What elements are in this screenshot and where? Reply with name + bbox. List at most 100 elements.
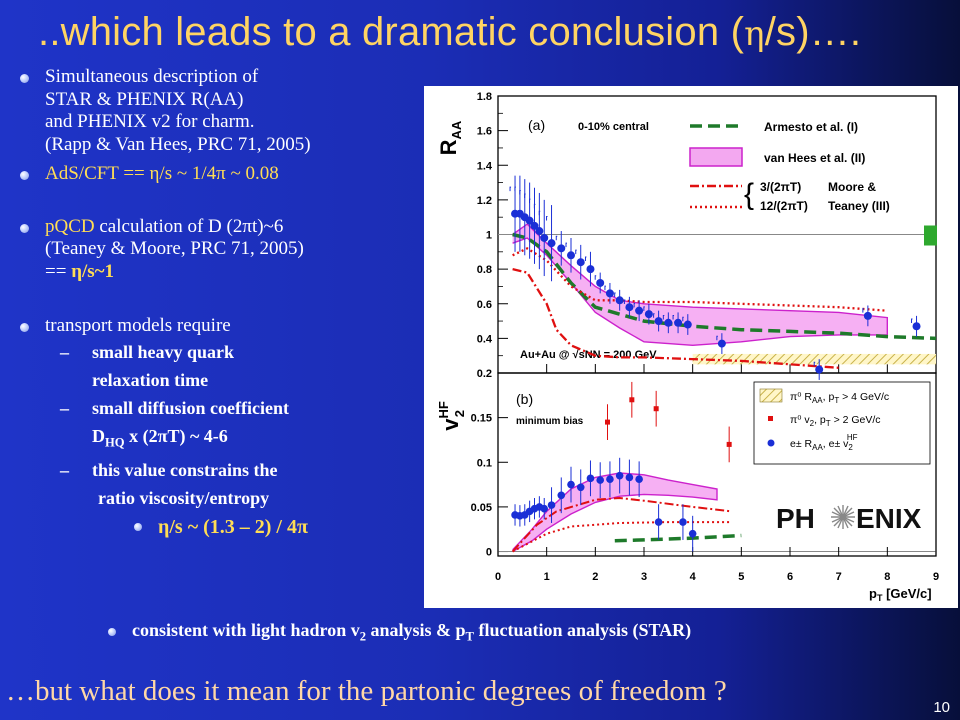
bullet-icon bbox=[20, 74, 29, 83]
legend-e-marker bbox=[767, 439, 775, 447]
raa-sys-bracket bbox=[653, 313, 655, 318]
raa-sys-bracket bbox=[614, 292, 616, 298]
y-tick-label-b: 0 bbox=[486, 547, 492, 559]
pi0-v2-data-point bbox=[726, 441, 732, 447]
raa-data-point bbox=[596, 278, 605, 287]
x-tick-label: 8 bbox=[884, 571, 890, 583]
v2-data-point bbox=[688, 529, 697, 538]
slide-title: ..which leads to a dramatic conclusion (… bbox=[38, 10, 862, 54]
raa-data-point bbox=[664, 318, 673, 327]
panel-b-label: (b) bbox=[516, 391, 533, 407]
panel-b-frame bbox=[497, 372, 937, 557]
phenix-figure: RAA vHF2 (a) 0-10% central Au+Au @ √sNN … bbox=[424, 86, 958, 608]
legend-e-text: e± RAA, e± v2HF bbox=[790, 433, 858, 452]
x-tick-label: 7 bbox=[836, 571, 842, 583]
y-tick-label-a: 1.2 bbox=[477, 195, 492, 207]
v2-data-point bbox=[567, 480, 575, 489]
raa-sys-bracket bbox=[529, 198, 531, 204]
logo-text-a: PH bbox=[776, 503, 815, 534]
bullet-icon bbox=[134, 523, 142, 532]
legend-pi0-raa-text: π⁰ RAA, pT > 4 GeV/c bbox=[790, 391, 889, 405]
y-tick-label-a: 0.8 bbox=[477, 264, 492, 276]
v2-data-point bbox=[586, 474, 595, 483]
raa-data-point bbox=[912, 322, 921, 331]
pi0-raa-band-marker bbox=[924, 225, 937, 246]
raa-sys-bracket bbox=[546, 215, 548, 221]
raa-data-point bbox=[535, 227, 544, 236]
raa-data-point bbox=[644, 310, 653, 319]
raa-data-point bbox=[525, 216, 534, 225]
bullet-icon bbox=[20, 171, 29, 180]
phenix-logo: PH ENIX bbox=[776, 503, 922, 534]
centrality-label: 0-10% central bbox=[578, 121, 649, 133]
vanhees-band-b bbox=[512, 472, 718, 553]
legend-pi0-v2-text: π⁰ v2, pT > 2 GeV/c bbox=[790, 414, 881, 428]
pi0-raa-hatched-band bbox=[692, 353, 936, 365]
raa-data-point bbox=[625, 303, 634, 312]
x-tick-label: 1 bbox=[544, 571, 550, 583]
raa-sys-bracket bbox=[524, 193, 526, 198]
y-tick-label-a: 1.6 bbox=[477, 126, 492, 138]
v2-data-point bbox=[606, 475, 614, 484]
raa-data-point bbox=[615, 296, 624, 305]
raa-data-point bbox=[576, 258, 585, 267]
raa-sys-bracket bbox=[633, 302, 636, 308]
v2-data-point bbox=[540, 504, 549, 513]
legend-moore-name-1: Moore & bbox=[828, 180, 876, 194]
panel-a-legend: Armesto et al. (I) van Hees et al. (II) … bbox=[689, 120, 890, 213]
raa-data-point bbox=[674, 318, 683, 327]
vanhees-band-a bbox=[512, 223, 888, 347]
bullet-icon bbox=[20, 323, 29, 332]
y-tick-label-b: 0.15 bbox=[471, 413, 492, 425]
raa-sys-bracket bbox=[672, 315, 675, 320]
panel-b-ylabel: vHF2 bbox=[436, 401, 467, 431]
sub-sub-item: η/s ~ (1.3 – 2) / 4π bbox=[18, 512, 438, 542]
y-tick-label-b: 0.05 bbox=[471, 502, 492, 514]
page-number: 10 bbox=[933, 699, 950, 716]
legend-vanhees-swatch bbox=[689, 147, 743, 167]
raa-data-point bbox=[567, 251, 575, 260]
raa-sys-bracket bbox=[643, 306, 645, 311]
raa-sys-bracket bbox=[584, 256, 587, 262]
bullet-icon bbox=[20, 223, 29, 233]
raa-data-point bbox=[557, 244, 566, 253]
raa-data-point bbox=[540, 233, 549, 242]
raa-sys-bracket bbox=[662, 315, 665, 320]
legend-pi0-raa-swatch bbox=[759, 388, 783, 403]
logo-star-icon bbox=[831, 505, 855, 529]
panel-a-label: (a) bbox=[528, 117, 545, 133]
v2-data-point bbox=[615, 471, 624, 480]
panel-a-ylabel: RAA bbox=[436, 120, 464, 155]
x-tick-label: 4 bbox=[690, 571, 697, 583]
bullet-item: pQCD calculation of D (2πt)~6 (Teaney & … bbox=[18, 216, 438, 284]
v2-data-point bbox=[596, 476, 604, 484]
x-axis-label: pT [GeV/c] bbox=[869, 586, 932, 603]
v2-data-point bbox=[654, 518, 663, 526]
raa-sys-bracket bbox=[594, 275, 597, 280]
moore-3-curve bbox=[512, 267, 839, 369]
x-tick-label: 3 bbox=[641, 571, 647, 583]
armesto-curve-b bbox=[614, 533, 742, 543]
y-tick-label-a: 0.6 bbox=[477, 299, 492, 311]
v2-data-point bbox=[679, 518, 687, 526]
raa-sys-bracket bbox=[509, 186, 512, 192]
raa-data-point bbox=[654, 317, 663, 326]
consistent-note: consistent with light hadron v2 analysis… bbox=[108, 620, 691, 645]
raa-sys-bracket bbox=[862, 308, 864, 313]
raa-sys-bracket bbox=[519, 190, 521, 195]
raa-data-point bbox=[717, 339, 726, 348]
legend-pi0-v2-marker bbox=[768, 416, 773, 421]
raa-data-point bbox=[547, 239, 556, 248]
pi0-v2-data-point bbox=[605, 419, 610, 425]
raa-sys-bracket bbox=[538, 210, 541, 216]
raa-sys-bracket bbox=[813, 361, 816, 367]
raa-data-point bbox=[863, 311, 872, 320]
raa-sys-bracket bbox=[555, 235, 558, 241]
raa-data-point bbox=[605, 289, 614, 298]
v2-data-point bbox=[576, 483, 585, 492]
x-tick-label: 2 bbox=[592, 571, 598, 583]
sub-item: – small diffusion coefficient DHQ x (2πT… bbox=[60, 397, 289, 450]
raa-sys-bracket bbox=[533, 203, 536, 209]
bullet-item: AdS/CFT == η/s ~ 1/4π ~ 0.08 bbox=[18, 163, 438, 186]
v2-data-point bbox=[557, 491, 566, 500]
